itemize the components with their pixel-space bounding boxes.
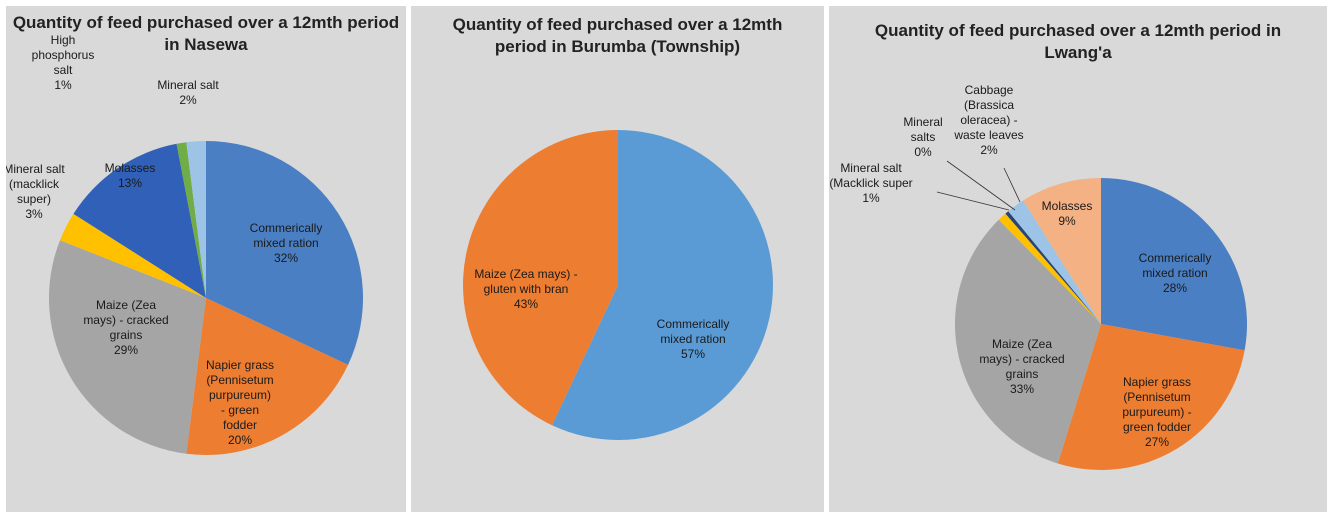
leader-line (946, 160, 1016, 211)
pie-slice (463, 130, 618, 426)
slice-label: Commerically mixed ration 57% (657, 317, 730, 361)
chart-title: Quantity of feed purchased over a 12mth … (12, 13, 400, 54)
slice-label: Napier grass (Pennisetum purpureum) -green… (1122, 375, 1191, 449)
pie-slice (1057, 324, 1245, 470)
chart-panel-lwanga: Quantity of feed purchased over a 12mth … (829, 6, 1327, 512)
slice-label: Molasses 13% (105, 161, 156, 190)
pie-chart-nasewa: Commerically mixed ration 32% Napier grass(… (6, 33, 364, 455)
slice-label: Napier grass (Pennisetum purpureum) - green… (206, 358, 274, 447)
chart-title: Quantity of feed purchased over a 12mth … (452, 15, 783, 56)
pie-slice (1023, 178, 1101, 324)
pie-slice (60, 213, 207, 298)
pie-slice (954, 219, 1101, 464)
pie-slice (1101, 178, 1247, 351)
chart-panel-nasewa: Quantity of feed purchased over a 12mth … (6, 6, 406, 512)
slice-label: High phosphorus salt 1% (32, 33, 95, 92)
slice-label: Mineral salts 0% (903, 115, 942, 159)
slice-label: Mineral salt (Macklick super 1% (829, 161, 912, 205)
leader-line (1003, 167, 1021, 203)
pie-slice (552, 130, 773, 440)
pie-slice (1005, 211, 1101, 324)
slice-label: Maize (Zea mays) - cracked grains 29% (83, 298, 168, 357)
pie-slice (49, 240, 207, 454)
slice-label: Cabbage (Brassica oleracea) -waste leaves 2… (953, 83, 1023, 157)
leader-line (936, 191, 1010, 211)
slice-label: Molasses 9% (1042, 199, 1093, 228)
pie-slice (73, 143, 206, 298)
pie-slice (1008, 200, 1101, 324)
pie-slice (176, 142, 206, 298)
pie-slice (998, 213, 1101, 324)
pie-slice (206, 141, 364, 365)
pie-chart-burumba: Commerically mixed ration 57% Maize (Zea ma… (463, 130, 773, 440)
slice-label: Mineral salt 2% (157, 78, 219, 107)
slice-label: Maize (Zea mays) -gluten with bran 43% (474, 267, 577, 311)
chart-panel-burumba: Quantity of feed purchased over a 12mth … (411, 6, 824, 512)
pie-slice (186, 141, 206, 298)
pie-slice (186, 298, 349, 455)
slice-label: Commerically mixed ration 32% (250, 221, 323, 265)
slice-label: Commerically mixed ration 28% (1139, 251, 1212, 295)
slice-label: Mineral salt (macklick super) 3% (6, 162, 65, 221)
chart-title: Quantity of feed purchased over a 12mth … (874, 21, 1282, 62)
pie-chart-lwanga: Commerically mixed ration 28% Napier grass(… (829, 83, 1247, 470)
slice-label: Maize (Zea mays) - cracked grains 33% (979, 337, 1064, 396)
